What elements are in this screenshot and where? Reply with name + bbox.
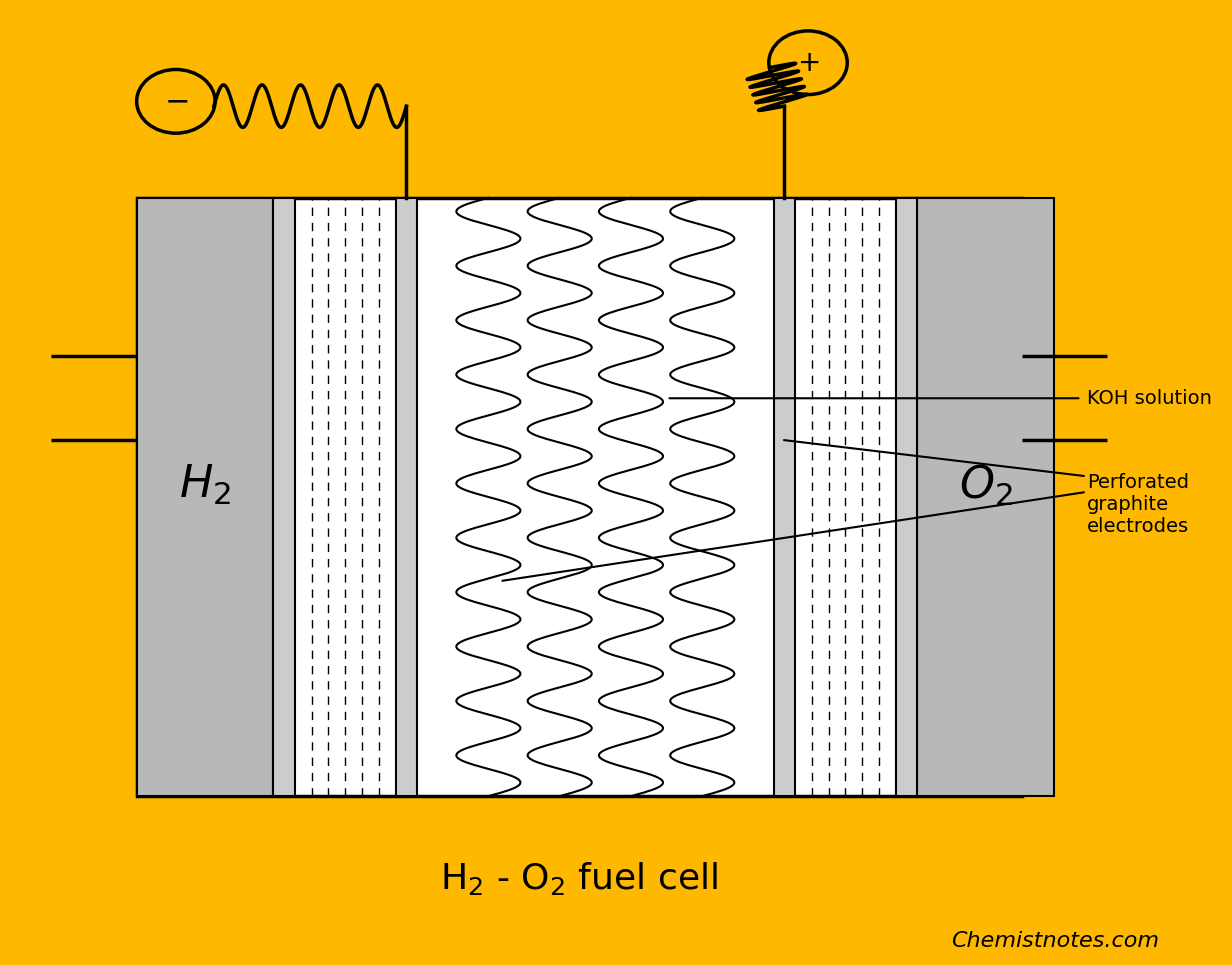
Bar (274, 198, 294, 796)
Bar (137, 198, 1021, 796)
Text: H$_2$ - O$_2$ fuel cell: H$_2$ - O$_2$ fuel cell (440, 860, 718, 896)
Bar (137, 198, 274, 796)
Text: KOH solution: KOH solution (1088, 389, 1212, 408)
Bar (918, 198, 1055, 796)
Bar (774, 198, 795, 796)
Text: H$_2$: H$_2$ (179, 463, 232, 508)
Bar (896, 198, 918, 796)
Bar (395, 198, 418, 796)
Text: $+$: $+$ (797, 48, 819, 77)
Text: $-$: $-$ (164, 87, 188, 116)
Bar (137, 198, 274, 796)
Bar (918, 198, 1055, 796)
Text: Chemistnotes.com: Chemistnotes.com (951, 930, 1158, 951)
Text: O$_2$: O$_2$ (958, 462, 1013, 508)
Text: Perforated
graphite
electrodes: Perforated graphite electrodes (1088, 473, 1189, 536)
